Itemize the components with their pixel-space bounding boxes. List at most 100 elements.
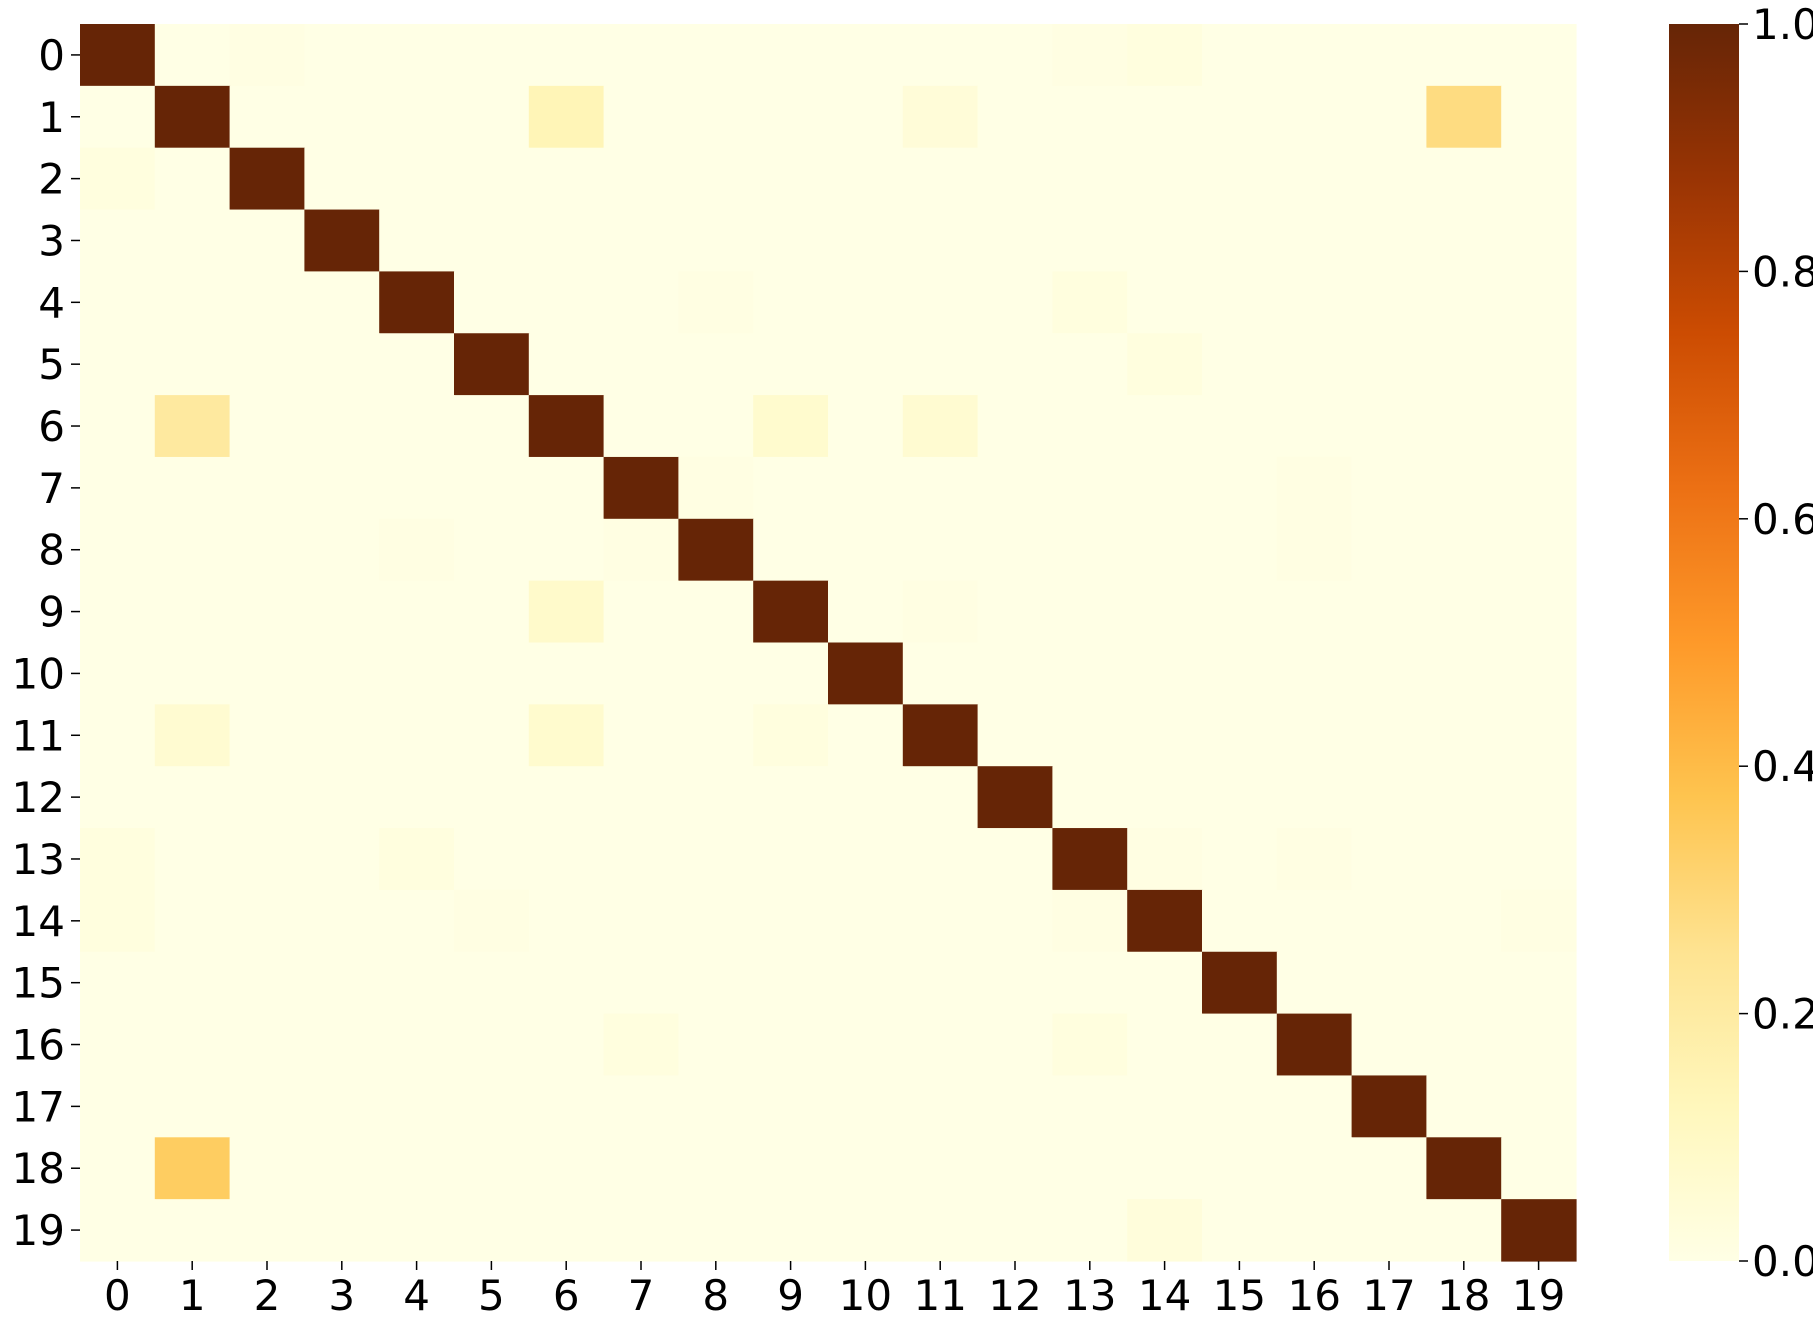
- heatmap-cell-1-12: [977, 85, 1053, 149]
- heatmap-cell-18-5: [454, 1137, 530, 1200]
- heatmap-cell-17-5: [454, 1075, 530, 1138]
- heatmap-cell-4-11: [902, 271, 979, 334]
- heatmap-cell-16-4: [379, 1013, 455, 1077]
- heatmap-cell-7-1: [154, 456, 231, 520]
- heatmap-cell-9-12: [977, 580, 1053, 644]
- heatmap-cell-0-11: [902, 24, 979, 87]
- heatmap-cell-8-5: [454, 518, 530, 582]
- heatmap-cell-3-16: [1276, 209, 1353, 272]
- heatmap-cell-8-6: [528, 518, 605, 582]
- x-axis: 0 1 2 3 4 5 6 7 8 9 10 11 12 13 14 15 16 17 18 19: [104, 1261, 1565, 1320]
- heatmap-cell-10-13: [1052, 642, 1128, 705]
- heatmap-cell-14-19: [1501, 889, 1577, 953]
- heatmap-cell-5-11: [902, 333, 979, 396]
- heatmap-cell-12-16: [1276, 766, 1353, 829]
- heatmap-cell-14-6: [528, 889, 605, 953]
- heatmap-cell-15-1: [154, 951, 231, 1015]
- heatmap-cell-15-16: [1276, 951, 1353, 1015]
- heatmap-cell-6-9: [753, 395, 829, 458]
- heatmap-cell-19-18: [1426, 1199, 1502, 1262]
- heatmap-cell-5-1: [154, 333, 231, 396]
- heatmap-cell-14-12: [977, 889, 1053, 953]
- heatmap-cell-17-7: [603, 1075, 679, 1138]
- heatmap-cell-3-4: [379, 209, 455, 272]
- heatmap-cell-3-0: [80, 209, 156, 272]
- heatmap-cell-19-17: [1351, 1199, 1427, 1262]
- heatmap-cell-5-13: [1052, 333, 1128, 396]
- x-tick-label-12: 12: [988, 1271, 1041, 1320]
- heatmap-cell-19-1: [154, 1199, 231, 1262]
- heatmap-cell-18-9: [753, 1137, 829, 1200]
- heatmap-cell-0-12: [977, 24, 1053, 87]
- x-tick-label-4: 4: [403, 1271, 430, 1320]
- y-tick-label-3: 3: [38, 216, 65, 265]
- heatmap-cell-1-7: [603, 85, 679, 149]
- y-tick-label-16: 16: [12, 1021, 65, 1070]
- heatmap-cell-11-7: [603, 704, 679, 767]
- heatmap-cell-10-6: [528, 642, 605, 705]
- heatmap-cell-9-2: [229, 580, 305, 644]
- heatmap-cell-3-11: [902, 209, 979, 272]
- x-tick-label-19: 19: [1512, 1271, 1565, 1320]
- heatmap-cell-17-10: [828, 1075, 904, 1138]
- heatmap-cell-8-13: [1052, 518, 1128, 582]
- x-tick-label-8: 8: [702, 1271, 729, 1320]
- heatmap-cell-12-9: [753, 766, 829, 829]
- heatmap-cell-4-4: [379, 271, 455, 334]
- heatmap-cell-8-12: [977, 518, 1053, 582]
- heatmap-cell-19-12: [977, 1199, 1053, 1262]
- y-tick-label-17: 17: [12, 1082, 65, 1131]
- heatmap-cell-18-17: [1351, 1137, 1427, 1200]
- colorbar-tick-label-1: 0.2: [1752, 990, 1813, 1039]
- heatmap-cell-15-11: [902, 951, 979, 1015]
- heatmap-cell-7-2: [229, 456, 305, 520]
- heatmap-cell-5-3: [304, 333, 380, 396]
- heatmap-cell-14-1: [154, 889, 231, 953]
- heatmap-cell-16-9: [753, 1013, 829, 1077]
- heatmap-cell-19-5: [454, 1199, 530, 1262]
- x-tick-label-0: 0: [104, 1271, 131, 1320]
- heatmap-cell-9-15: [1202, 580, 1278, 644]
- heatmap-cell-7-8: [678, 456, 754, 520]
- heatmap-cell-1-0: [80, 85, 156, 149]
- x-tick-label-18: 18: [1437, 1271, 1490, 1320]
- heatmap-cell-11-0: [80, 704, 156, 767]
- heatmap-cell-1-13: [1052, 85, 1128, 149]
- heatmap-cell-15-13: [1052, 951, 1128, 1015]
- heatmap-cell-0-15: [1202, 24, 1278, 87]
- heatmap-cell-14-8: [678, 889, 754, 953]
- heatmap-cell-3-13: [1052, 209, 1128, 272]
- heatmap-cell-4-19: [1501, 271, 1577, 334]
- heatmap-cell-15-14: [1127, 951, 1203, 1015]
- heatmap-cell-2-3: [304, 147, 380, 211]
- heatmap-cell-5-14: [1127, 333, 1203, 396]
- x-tick-label-10: 10: [839, 1271, 892, 1320]
- heatmap-cell-11-15: [1202, 704, 1278, 767]
- heatmap-cell-15-5: [454, 951, 530, 1015]
- heatmap-cell-8-9: [753, 518, 829, 582]
- heatmap-cell-4-7: [603, 271, 679, 334]
- heatmap-cell-13-15: [1202, 828, 1278, 891]
- heatmap-cell-6-17: [1351, 395, 1427, 458]
- heatmap-cell-0-13: [1052, 24, 1128, 87]
- x-tick-label-17: 17: [1362, 1271, 1415, 1320]
- y-tick-label-8: 8: [38, 526, 65, 575]
- heatmap-cell-4-0: [80, 271, 156, 334]
- heatmap-cell-6-4: [379, 395, 455, 458]
- x-tick-label-16: 16: [1287, 1271, 1340, 1320]
- heatmap-cell-19-4: [379, 1199, 455, 1262]
- heatmap-cell-9-17: [1351, 580, 1427, 644]
- heatmap-cell-18-12: [977, 1137, 1053, 1200]
- heatmap-cell-6-11: [902, 395, 979, 458]
- heatmap-cell-11-12: [977, 704, 1053, 767]
- heatmap-cell-9-3: [304, 580, 380, 644]
- heatmap-cell-14-4: [379, 889, 455, 953]
- y-tick-label-6: 6: [38, 402, 65, 451]
- x-tick-label-14: 14: [1138, 1271, 1191, 1320]
- heatmap-cell-8-14: [1127, 518, 1203, 582]
- heatmap-cell-1-16: [1276, 85, 1353, 149]
- heatmap-cell-9-6: [528, 580, 605, 644]
- x-tick-label-7: 7: [628, 1271, 655, 1320]
- heatmap-cell-18-3: [304, 1137, 380, 1200]
